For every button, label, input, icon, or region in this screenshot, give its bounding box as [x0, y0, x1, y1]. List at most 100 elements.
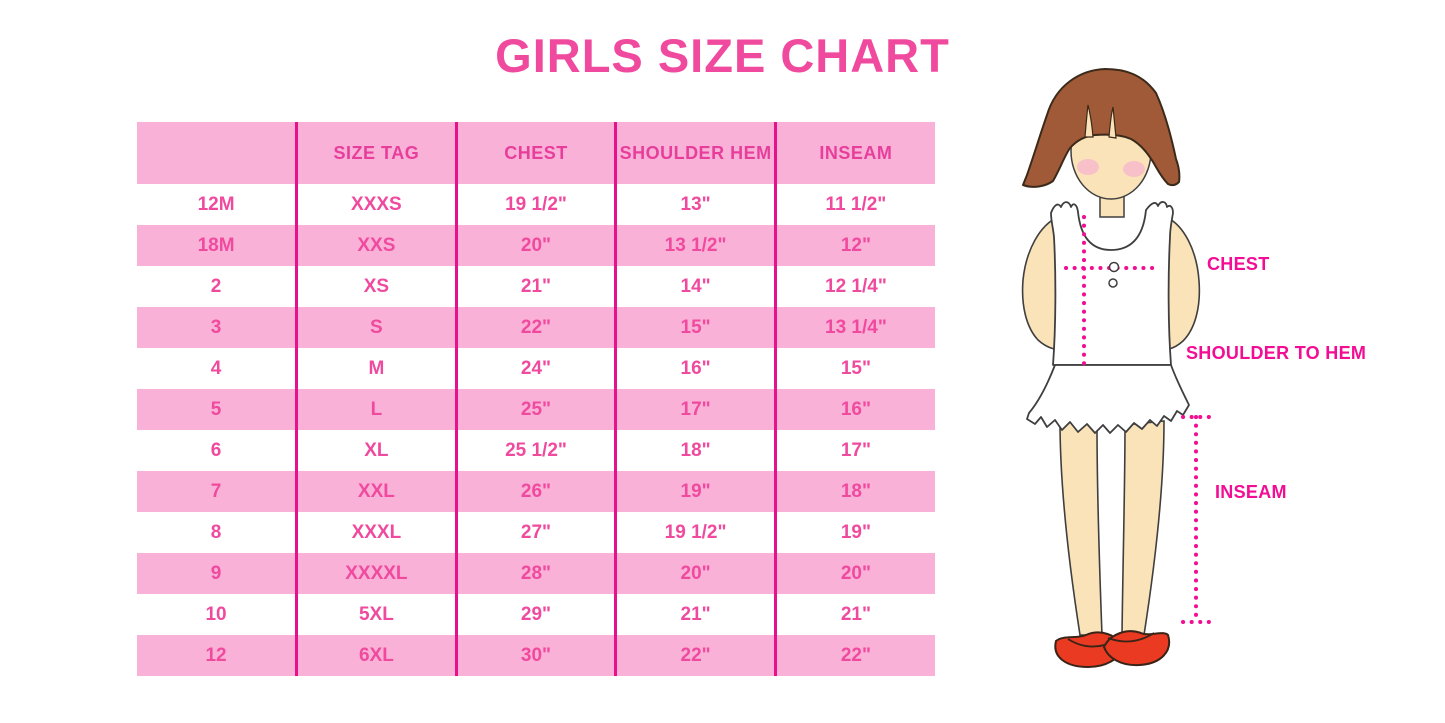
table-cell: 18M: [137, 225, 299, 266]
table-row: 12 6XL 30" 22" 22": [137, 635, 935, 676]
table-cell: 20": [775, 553, 935, 594]
table-cell: 6: [137, 430, 299, 471]
table-cell: 19": [840, 521, 872, 543]
table-row: 3 S 22" 15" 13 1/4": [137, 307, 935, 348]
blush-right: [1123, 161, 1145, 177]
table-cell: 5: [137, 389, 299, 430]
table-cell: 10: [137, 594, 299, 635]
table-cell: 15": [615, 307, 777, 348]
table-cell: XS: [296, 266, 458, 307]
table-cell: 16": [775, 389, 935, 430]
table-cell: 28": [456, 553, 618, 594]
table-row: 18M XXS 20" 13 1/2" 12": [137, 225, 935, 266]
shoe-right: [1102, 630, 1171, 667]
table-row: 6 XL 25 1/2" 18" 17": [137, 430, 935, 471]
table-cell: 21": [615, 594, 777, 635]
table-cell: 6XL: [296, 635, 458, 676]
table-header-row: SIZE TAG CHEST SHOULDER HEM INSEAM: [137, 122, 935, 184]
table-cell: 24": [456, 348, 618, 389]
table-cell: 27": [456, 512, 618, 553]
table-cell: 25": [456, 389, 618, 430]
table-cell: 20": [456, 225, 618, 266]
table-row: 2 XS 21" 14" 12 1/4": [137, 266, 935, 307]
table-cell: XXL: [296, 471, 458, 512]
bang-part-right: [1108, 106, 1117, 139]
header-cell-shoulder-hem: SHOULDER HEM: [615, 122, 777, 184]
table-row: 9 XXXXL 28" 20" 20": [137, 553, 935, 594]
table-cell: 22": [456, 307, 618, 348]
header-cell-inseam: INSEAM: [775, 122, 935, 184]
table-cell: 11 1/2": [825, 193, 887, 215]
table-cell: 25 1/2": [456, 430, 618, 471]
table-cell: 22": [775, 635, 935, 676]
table-cell: 26": [456, 471, 618, 512]
girl-hair: [1022, 68, 1181, 188]
table-row: 7 XXL 26" 19" 18": [137, 471, 935, 512]
measurement-lines: [1064, 215, 1211, 624]
top-button-2: [1108, 278, 1118, 288]
table-cell: 21": [456, 266, 618, 307]
bang-part-left: [1084, 104, 1094, 138]
table-cell: 13 1/4": [775, 307, 935, 348]
table-cell: 17": [615, 389, 777, 430]
table-cell: 17": [840, 439, 872, 461]
table-cell: XL: [296, 430, 458, 471]
table-cell: 7: [137, 471, 299, 512]
table-cell: 13 1/2": [615, 225, 777, 266]
table-cell: 19": [615, 471, 777, 512]
table-cell: XXXS: [296, 184, 458, 225]
girl-leg-left: [1059, 420, 1103, 636]
table-cell: M: [296, 348, 458, 389]
table-row: 5 L 25" 17" 16": [137, 389, 935, 430]
page-title: GIRLS SIZE CHART: [495, 29, 950, 82]
table-cell: 12 1/4": [825, 275, 887, 297]
shoulder-to-hem-label: SHOULDER TO HEM: [1186, 343, 1367, 363]
table-cell: 4: [137, 348, 299, 389]
table-cell: S: [296, 307, 458, 348]
table-cell: 2: [137, 266, 299, 307]
table-cell: 19 1/2": [615, 512, 777, 553]
girl-skirt: [1026, 364, 1190, 434]
table-cell: 5XL: [296, 594, 458, 635]
table-cell: XXXXL: [296, 553, 458, 594]
table-cell: 12: [137, 635, 299, 676]
table-cell: 15": [840, 357, 872, 379]
table-cell: 30": [456, 635, 618, 676]
table-cell: 29": [456, 594, 618, 635]
header-cell-blank: [137, 122, 299, 184]
table-cell: 21": [840, 603, 872, 625]
table-cell: XXXL: [296, 512, 458, 553]
girl-leg-right: [1121, 420, 1165, 636]
table-cell: 16": [615, 348, 777, 389]
top-button-1: [1108, 261, 1120, 273]
blush-left: [1077, 159, 1099, 175]
table-cell: 12M: [137, 184, 299, 225]
table-row: 12M XXXS 19 1/2" 13" 11 1/2": [137, 184, 935, 225]
table-cell: 14": [615, 266, 777, 307]
chest-label: CHEST: [1207, 254, 1270, 274]
table-row: 10 5XL 29" 21" 21": [137, 594, 935, 635]
table-cell: 22": [615, 635, 777, 676]
table-cell: L: [296, 389, 458, 430]
table-row: 8 XXXL 27" 19 1/2" 19": [137, 512, 935, 553]
shoe-right-strap: [1107, 632, 1155, 643]
girl-illustration: [1021, 68, 1211, 669]
header-cell-chest: CHEST: [456, 122, 618, 184]
table-row: 4 M 24" 16" 15": [137, 348, 935, 389]
table-cell: 13": [615, 184, 777, 225]
table-cell: 3: [137, 307, 299, 348]
header-cell-size-tag: SIZE TAG: [296, 122, 458, 184]
table-cell: 19 1/2": [456, 184, 618, 225]
table-cell: 20": [615, 553, 777, 594]
inseam-label: INSEAM: [1215, 482, 1287, 502]
measurement-figure: CHEST SHOULDER TO HEM INSEAM: [1000, 55, 1445, 705]
table-cell: 12": [775, 225, 935, 266]
table-cell: 8: [137, 512, 299, 553]
table-cell: 18": [775, 471, 935, 512]
table-cell: XXS: [296, 225, 458, 266]
table-cell: 18": [615, 430, 777, 471]
table-cell: 9: [137, 553, 299, 594]
size-chart-table: SIZE TAG CHEST SHOULDER HEM INSEAM 12M XX…: [137, 122, 935, 676]
size-table-body: 12M XXXS 19 1/2" 13" 11 1/2" 18M XXS 20" 13 1/2"…: [137, 184, 935, 676]
